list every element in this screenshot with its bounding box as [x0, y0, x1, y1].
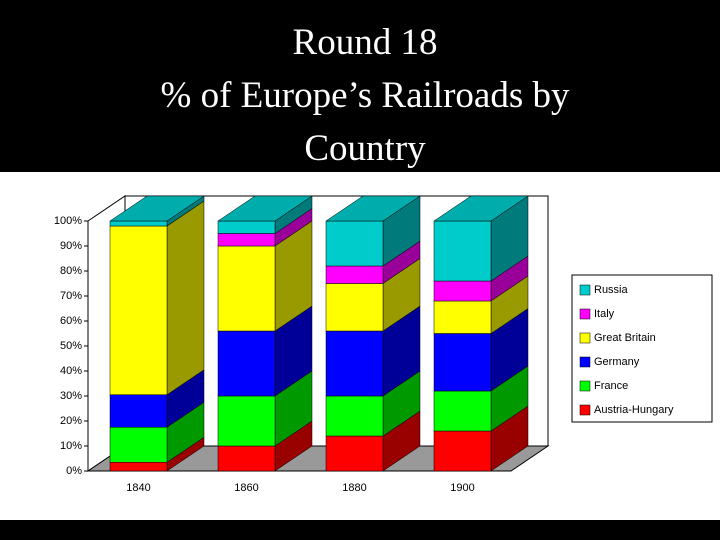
- bar: [433, 430, 492, 472]
- legend-box: [571, 274, 713, 423]
- bar: [109, 225, 168, 395]
- bar: [433, 280, 492, 302]
- x-tick-label: 1860: [234, 482, 258, 494]
- y-tick-label: 0%: [66, 465, 82, 477]
- legend-swatch: [579, 380, 591, 392]
- y-tick-label: 50%: [60, 340, 82, 352]
- legend-label: Germany: [594, 356, 640, 368]
- bar: [109, 220, 168, 227]
- legend-label: Italy: [594, 308, 615, 320]
- bar: [325, 283, 384, 332]
- y-tick-label: 70%: [60, 290, 82, 302]
- bar: [217, 245, 276, 332]
- bar-top: [217, 195, 313, 222]
- bar: [325, 330, 384, 397]
- y-tick-label: 10%: [60, 440, 82, 452]
- bar: [109, 394, 168, 428]
- bar-top: [109, 195, 205, 222]
- bar-top: [325, 195, 421, 222]
- legend-swatch: [579, 308, 591, 320]
- y-tick-label: 80%: [60, 265, 82, 277]
- title-block: Round 18 % of Europe’s Railroads by Coun…: [100, 16, 630, 175]
- bar: [433, 390, 492, 432]
- legend-label: Austria-Hungary: [594, 404, 674, 416]
- bar: [433, 220, 492, 282]
- x-tick-label: 1880: [342, 482, 366, 494]
- legend-label: Russia: [594, 284, 629, 296]
- x-tick-label: 1840: [126, 482, 150, 494]
- bar: [217, 233, 276, 247]
- chart-subtitle: % of Europe’s Railroads by Country: [160, 75, 570, 169]
- bar: [109, 427, 168, 463]
- bar-side: [166, 200, 205, 396]
- legend-swatch: [579, 404, 591, 416]
- y-tick-label: 100%: [54, 215, 82, 227]
- y-tick-label: 20%: [60, 415, 82, 427]
- y-tick-label: 90%: [60, 240, 82, 252]
- bar: [217, 445, 276, 472]
- bar: [109, 462, 168, 472]
- bar: [325, 220, 384, 267]
- legend-swatch: [579, 332, 591, 344]
- legend-swatch: [579, 284, 591, 296]
- legend-swatch: [579, 356, 591, 368]
- chart-title: Round 18: [292, 22, 438, 63]
- y-tick-label: 40%: [60, 365, 82, 377]
- bar: [217, 220, 276, 234]
- bar: [217, 395, 276, 447]
- bar: [325, 435, 384, 472]
- legend-label: France: [594, 380, 628, 392]
- bar: [433, 300, 492, 334]
- bar: [325, 395, 384, 437]
- legend-label: Great Britain: [594, 332, 656, 344]
- bar: [433, 333, 492, 392]
- bar-top: [433, 195, 529, 222]
- y-tick-label: 60%: [60, 315, 82, 327]
- x-tick-label: 1900: [450, 482, 474, 494]
- bar: [217, 330, 276, 397]
- bar: [325, 265, 384, 284]
- y-tick-label: 30%: [60, 390, 82, 402]
